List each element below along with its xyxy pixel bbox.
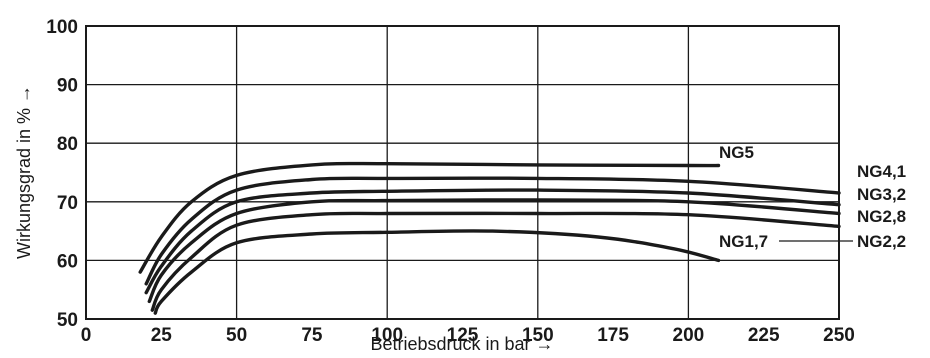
curve-label-ng3-2: NG3,2 [857,185,906,204]
curve-ng1-7 [153,229,721,315]
x-tick-label: 100 [371,325,403,346]
y-tick-label: 90 [57,76,78,97]
y-tick-label: 100 [46,17,78,38]
curve-ng5 [138,161,721,274]
curve-label-ng1-7: NG1,7 [719,232,768,251]
curve-label-ng5: NG5 [719,143,754,162]
x-tick-label: 125 [447,325,479,346]
x-tick-label: 50 [226,325,247,346]
y-tick-label: 50 [57,310,78,331]
curve-ng2-2 [150,211,841,312]
x-tick-label: 250 [823,325,855,346]
curve-ng3-2 [144,188,841,295]
x-tick-label: 225 [748,325,780,346]
x-tick-label: 175 [597,325,629,346]
plot-frame [85,25,840,320]
x-axis-title: Betriebsdruck in bar → [370,334,553,354]
curve-ng2-8 [147,198,841,304]
y-tick-label: 80 [57,134,78,155]
x-tick-label: 75 [301,325,323,346]
curve-ng4-1 [144,176,841,286]
x-tick-label: 0 [81,325,92,346]
y-axis-title: Wirkungsgrad in % → [14,85,34,259]
curve-label-ng2-8: NG2,8 [857,207,906,226]
x-tick-label: 200 [673,325,705,346]
curve-label-ng2-2: NG2,2 [857,232,906,251]
y-tick-label: 70 [57,193,78,214]
x-tick-label: 25 [151,325,173,346]
x-tick-label: 150 [522,325,554,346]
y-tick-label: 60 [57,251,78,272]
curve-label-ng4-1: NG4,1 [857,162,906,181]
